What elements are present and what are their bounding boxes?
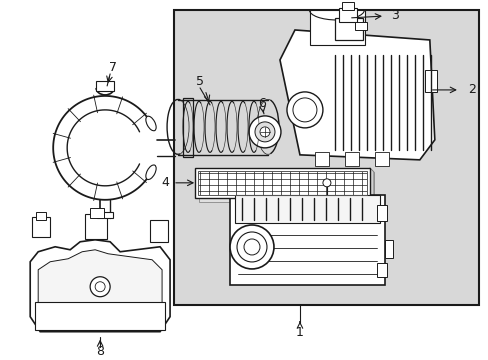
Text: 8: 8 — [96, 345, 104, 358]
Bar — [32, 217, 50, 237]
Bar — [97, 212, 113, 218]
Bar — [235, 195, 379, 223]
Bar — [199, 172, 373, 202]
Text: 2: 2 — [467, 84, 475, 96]
Ellipse shape — [145, 165, 156, 180]
Bar — [314, 152, 328, 166]
Circle shape — [95, 282, 105, 292]
Polygon shape — [30, 240, 170, 332]
Text: 5: 5 — [196, 76, 203, 89]
Bar — [374, 152, 388, 166]
Circle shape — [286, 92, 322, 128]
Bar — [150, 220, 168, 242]
Polygon shape — [369, 168, 373, 202]
Bar — [424, 70, 436, 92]
Bar — [384, 240, 392, 258]
Bar — [344, 152, 358, 166]
Text: 6: 6 — [258, 98, 265, 111]
Circle shape — [254, 122, 274, 142]
Bar — [195, 168, 369, 198]
Bar — [309, 10, 364, 45]
Circle shape — [229, 225, 273, 269]
Circle shape — [322, 179, 330, 187]
Polygon shape — [280, 30, 434, 160]
Bar — [376, 205, 386, 221]
Text: 3: 3 — [390, 9, 398, 22]
Bar — [376, 263, 386, 277]
Text: 1: 1 — [295, 326, 303, 339]
Circle shape — [244, 239, 260, 255]
Bar — [198, 171, 366, 195]
Circle shape — [260, 127, 269, 137]
Bar — [183, 98, 193, 157]
Text: 4: 4 — [161, 176, 169, 189]
Bar — [354, 22, 366, 30]
Bar — [334, 18, 362, 40]
Circle shape — [90, 277, 110, 297]
Circle shape — [248, 116, 281, 148]
Bar — [341, 2, 353, 10]
Circle shape — [237, 232, 266, 262]
Text: 7: 7 — [109, 62, 117, 75]
Bar — [36, 212, 46, 220]
Bar — [85, 214, 107, 239]
Bar — [229, 195, 384, 285]
Polygon shape — [38, 250, 162, 322]
Circle shape — [292, 98, 316, 122]
Bar — [174, 10, 478, 305]
Bar — [35, 302, 165, 330]
Bar — [90, 208, 104, 218]
Bar — [96, 81, 114, 91]
Bar — [338, 8, 356, 22]
Ellipse shape — [145, 116, 156, 131]
